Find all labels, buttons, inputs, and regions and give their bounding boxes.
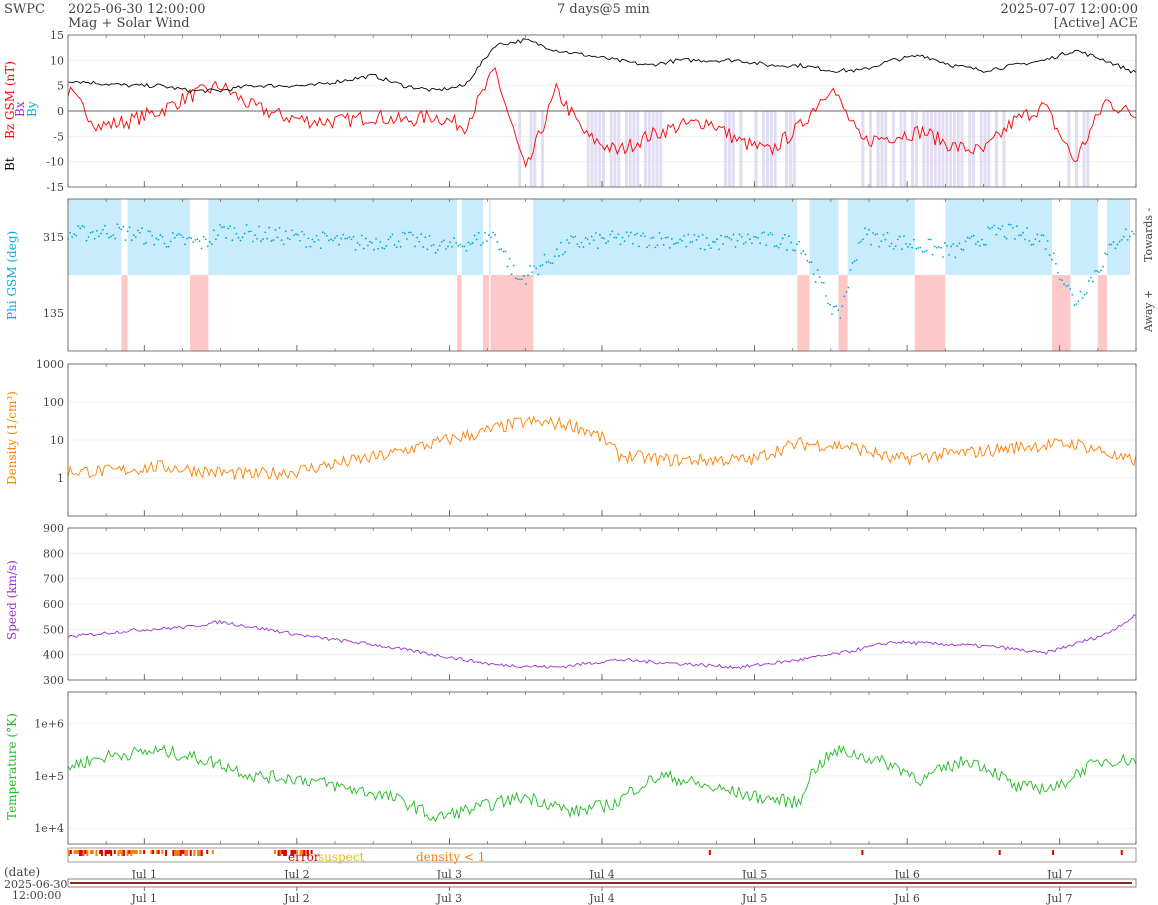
mag-ytick: -15 bbox=[46, 181, 64, 194]
x-tick-label: Jul 7 bbox=[1046, 868, 1073, 881]
flags-row: error suspect density < 1 bbox=[67, 847, 1137, 864]
mag-ytick: 10 bbox=[50, 54, 64, 67]
phi-towards-band bbox=[68, 199, 1130, 275]
footer-x-tick-label: Jul 4 bbox=[588, 892, 615, 905]
mag-ytick: 15 bbox=[50, 29, 64, 42]
speed-series-line bbox=[67, 614, 1137, 670]
footer-x-tick-label: Jul 2 bbox=[283, 892, 310, 905]
mag-ylabel-bx: Bx bbox=[13, 101, 27, 117]
speed-ytick: 600 bbox=[43, 598, 64, 611]
span-label: 7 days@5 min bbox=[557, 2, 650, 17]
footer-axis: (date) 2025-06-30 12:00:00 Jul 1 Jul 2 Jul… bbox=[4, 865, 1137, 905]
mag-ytick: 5 bbox=[57, 80, 64, 93]
mag-ylabel-bz: Bz GSM (nT) bbox=[3, 61, 17, 139]
temperature-ytick: 1e+5 bbox=[34, 770, 64, 783]
density-ytick: 1000 bbox=[36, 358, 64, 371]
x-tick-label: Jul 6 bbox=[893, 868, 920, 881]
temperature-ylabel: Temperature (°K) bbox=[5, 713, 19, 820]
org-label: SWPC bbox=[4, 2, 45, 17]
phi-towards-label: Towards - bbox=[1142, 207, 1155, 262]
source-label: [Active] ACE bbox=[1053, 16, 1138, 31]
density-ylabel: Density (1/cm³) bbox=[5, 391, 19, 485]
mag-ytick: -10 bbox=[46, 156, 64, 169]
footer-x-tick-label: Jul 5 bbox=[741, 892, 768, 905]
footer-x-tick-label: Jul 1 bbox=[131, 892, 158, 905]
phi-ylabel: Phi GSM (deg) bbox=[5, 231, 19, 320]
x-tick-label: Jul 1 bbox=[131, 868, 158, 881]
density-series-line bbox=[67, 415, 1137, 481]
phi-ytick: 315 bbox=[43, 231, 64, 244]
footer-x-tick-label: Jul 6 bbox=[893, 892, 920, 905]
temperature-panel-frame bbox=[67, 691, 1137, 845]
flag-error-label: error bbox=[288, 850, 320, 864]
speed-ytick: 700 bbox=[43, 573, 64, 586]
speed-ytick: 500 bbox=[43, 623, 64, 636]
phi-ytick: 135 bbox=[43, 307, 64, 320]
temperature-ytick: 1e+6 bbox=[34, 718, 64, 731]
mag-ytick: -5 bbox=[53, 130, 64, 143]
end-time-label: 2025-07-07 12:00:00 bbox=[1000, 2, 1138, 17]
mag-ylabel-bt: Bt bbox=[3, 157, 17, 171]
bt-series-line bbox=[67, 38, 1137, 94]
density-ytick: 10 bbox=[50, 434, 64, 447]
start-time-label: 2025-06-30 12:00:00 bbox=[68, 2, 206, 17]
density-ytick: 1 bbox=[57, 472, 64, 485]
footer-time-value: 12:00:00 bbox=[12, 889, 61, 902]
temperature-series-line bbox=[67, 744, 1137, 823]
flag-density-label: density < 1 bbox=[416, 850, 485, 864]
density-ytick: 100 bbox=[43, 396, 64, 409]
bz-series-line bbox=[67, 67, 1137, 169]
speed-ytick: 300 bbox=[43, 674, 64, 687]
speed-ytick: 400 bbox=[43, 649, 64, 662]
mag-ytick: 0 bbox=[57, 105, 64, 118]
x-tick-label: Jul 5 bbox=[741, 868, 768, 881]
footer-date-label: (date) bbox=[4, 865, 40, 879]
temperature-ytick: 1e+4 bbox=[34, 822, 64, 835]
speed-ytick: 800 bbox=[43, 547, 64, 560]
x-tick-label: Jul 3 bbox=[436, 868, 463, 881]
mag-ylabel-by: By bbox=[25, 101, 39, 117]
flag-suspect-label: suspect bbox=[318, 850, 365, 864]
speed-ylabel: Speed (km/s) bbox=[5, 560, 19, 640]
footer-x-tick-label: Jul 7 bbox=[1046, 892, 1073, 905]
footer-date-value: 2025-06-30 bbox=[4, 878, 67, 891]
x-tick-label: Jul 4 bbox=[588, 868, 615, 881]
subtitle-label: Mag + Solar Wind bbox=[68, 16, 190, 31]
x-tick-label: Jul 2 bbox=[283, 868, 310, 881]
phi-away-label: Away + bbox=[1142, 290, 1155, 333]
speed-ytick: 900 bbox=[43, 522, 64, 535]
footer-x-tick-label: Jul 3 bbox=[436, 892, 463, 905]
